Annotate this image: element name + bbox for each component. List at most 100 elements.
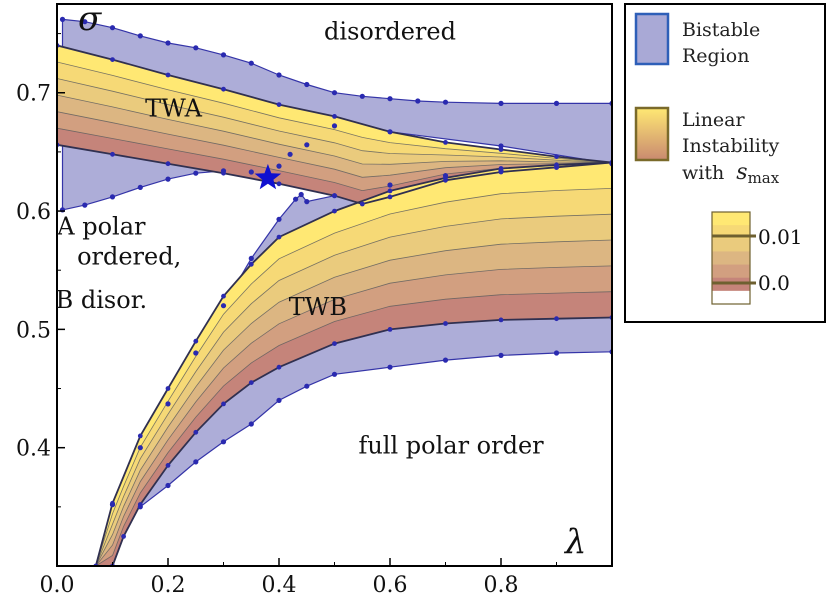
colorbar-segment [712, 277, 750, 292]
instability-boundary-dot [165, 386, 171, 391]
bistable-boundary-dot [298, 191, 304, 198]
region-label: A polar [56, 213, 146, 241]
boundary-dots [57, 16, 612, 566]
bistable-boundary-dot [415, 98, 421, 104]
bistable-boundary-dot [276, 397, 282, 403]
instability-boundary-dot [248, 261, 254, 267]
instability-boundary-dot [498, 147, 504, 152]
region-label: full polar order [358, 432, 544, 460]
instability-boundary-dot [332, 114, 337, 119]
y-tick-label: 0.4 [16, 437, 51, 462]
x-axis-ticks: 0.0 0.2 0.4 0.6 0.8 [40, 558, 557, 598]
bistable-boundary-dot [304, 142, 310, 148]
instability-boundary-dot [221, 293, 226, 299]
bistable-boundary-dot [276, 72, 282, 78]
bistable-boundary-dot [193, 170, 199, 176]
colorbar-segment [712, 290, 750, 305]
y-axis-ticks: 0.4 0.5 0.6 0.7 [16, 33, 65, 508]
bistable-boundary-dot [220, 303, 227, 309]
bistable-boundary-dot [331, 371, 338, 377]
colorbar-segment [712, 251, 750, 266]
instability-boundary-dot [387, 188, 393, 194]
bistable-boundary-dot [248, 60, 254, 66]
instability-boundary-dot [554, 162, 559, 168]
contour-lines [57, 61, 612, 566]
bistable-boundary-dot [165, 176, 171, 182]
bistable-boundary-dot [304, 199, 310, 205]
bistable-boundary-dot [304, 81, 310, 88]
instability-boundary-dot [443, 321, 448, 326]
instability-boundary-dot [121, 534, 126, 539]
region-label: ordered, [77, 242, 181, 270]
bistable-boundary-dot [498, 143, 504, 149]
instability-boundary-dot [221, 170, 226, 176]
bistable-boundary-dot [165, 482, 171, 489]
instability-boundary-dot [276, 102, 282, 107]
bistable-boundary-dot [165, 401, 171, 407]
x-tick-label: 0.4 [262, 573, 297, 598]
bistable-boundary-dot [304, 383, 310, 389]
bistable-boundary-dot [442, 99, 449, 105]
y-tick-label: 0.7 [16, 82, 51, 107]
legend-instability-line3: with smax [682, 160, 780, 187]
bistable-boundary-dot [293, 196, 299, 202]
instability-boundary-dot [498, 169, 504, 175]
instability-boundary-dot [498, 317, 504, 323]
bistable-boundary-dot [59, 16, 66, 22]
critical-point-star [254, 163, 282, 190]
y-tick-label: 0.6 [16, 200, 51, 225]
x-tick-label: 0.2 [151, 573, 186, 598]
instability-boundary-dot [443, 175, 448, 181]
x-tick-label: 0.8 [484, 573, 519, 598]
x-tick-label: 0.6 [373, 573, 408, 598]
bistable-boundary-dot [498, 352, 504, 358]
x-axis-label: λ [563, 522, 587, 562]
instability-lower-boundary [57, 143, 612, 205]
instability-boundary-dot [359, 201, 365, 207]
bistable-boundary-dot [553, 100, 560, 106]
legend: Bistable Region Linear Instability with … [624, 3, 826, 323]
colorbar-label-bottom: 0.0 [758, 271, 790, 295]
instability-boundary-dot [443, 140, 448, 145]
instability-boundary-dot [165, 161, 171, 167]
bistable-boundary-dot [276, 216, 282, 222]
instability-boundary-dot [221, 401, 226, 407]
region-label: TWA [145, 94, 202, 122]
bistable-boundary-dot [331, 90, 338, 96]
instability-boundary-dot [110, 151, 115, 157]
bistable-boundary-dot [387, 364, 393, 370]
contour-line [95, 188, 612, 566]
contour-line [57, 94, 612, 165]
bistable-boundary-dot [553, 350, 560, 356]
region-label: B disor. [56, 286, 148, 314]
region-label: disordered [324, 17, 456, 45]
colorbar-segment [712, 212, 750, 226]
bistable-boundary-dot [276, 163, 282, 169]
instability-boundary-dot [193, 338, 199, 344]
instability-boundary-dot [332, 341, 337, 346]
bistable-boundary-dot [248, 255, 254, 261]
instability-boundary-dot [165, 72, 171, 78]
bistable-boundary-dot [193, 350, 199, 356]
contour-line [57, 78, 612, 163]
colorbar-frame [711, 211, 751, 305]
bistable-boundary-dot [248, 169, 254, 175]
instability-boundary-dot [554, 154, 559, 160]
region-label: TWB [289, 293, 347, 321]
contour-line [57, 111, 612, 178]
bistable-boundary-dot [193, 459, 199, 465]
instability-boundary-dot [193, 429, 199, 435]
instability-band-2-0 [57, 128, 612, 204]
contour-line [95, 265, 612, 566]
contour-line [57, 61, 612, 163]
boundary-lines [57, 44, 612, 566]
bistable-boundary-dot [248, 421, 254, 427]
colorbar-label-top: 0.01 [758, 225, 803, 249]
instability-boundary-dot [387, 327, 393, 332]
contour-line [95, 239, 612, 566]
plot-area [57, 4, 612, 566]
legend-bistable-line1: Bistable [682, 19, 760, 41]
instability-boundary-dot [165, 463, 171, 468]
instability-boundary-dot [110, 57, 115, 62]
